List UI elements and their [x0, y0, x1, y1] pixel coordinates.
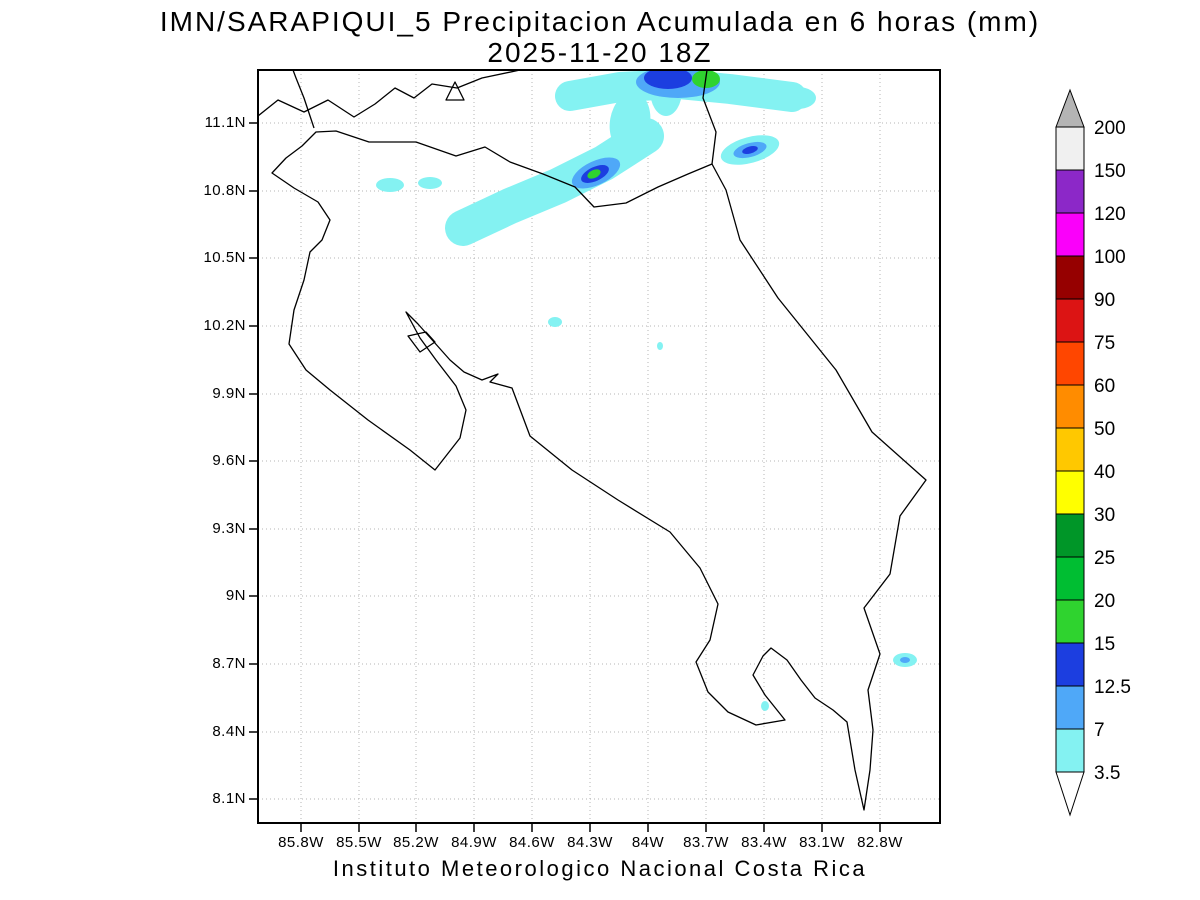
colorbar-band [1055, 298, 1085, 343]
colorbar-band [1055, 642, 1085, 687]
axis-ticks [249, 122, 881, 832]
map-plot [249, 69, 941, 832]
lat-label: 8.7N [212, 655, 246, 672]
colorbar-band [1055, 556, 1085, 601]
colorbar-band [1055, 341, 1085, 386]
lon-label: 83.1W [799, 834, 845, 851]
lat-label: 8.4N [212, 723, 246, 740]
colorbar-level-label: 200 [1094, 118, 1126, 139]
colorbar-level-label: 25 [1094, 548, 1115, 569]
precip-lobe-c [780, 87, 816, 109]
colorbar-level-label: 60 [1094, 376, 1115, 397]
lake-island [445, 81, 465, 101]
precip-spot-west-1 [376, 178, 404, 192]
colorbar-level-label: 15 [1094, 634, 1115, 655]
colorbar-legend: 200 150 120 100 90 75 60 50 40 30 25 20 15 12.5 7 3.5 [1055, 88, 1131, 817]
lon-label: 83.4W [741, 834, 787, 851]
colorbar-band [1055, 126, 1085, 171]
colorbar-level-label: 150 [1094, 161, 1126, 182]
colorbar-level-label: 12.5 [1094, 677, 1131, 698]
lat-label: 10.8N [203, 182, 246, 199]
colorbar-level-label: 120 [1094, 204, 1126, 225]
lat-label: 10.2N [203, 317, 246, 334]
nicaragua-caribbean-coast [702, 70, 717, 165]
lat-label: 9.3N [212, 520, 246, 537]
colorbar-level-label: 75 [1094, 333, 1115, 354]
graticule [258, 70, 940, 823]
precip-spot-central-2 [657, 342, 663, 350]
colorbar-level-label: 90 [1094, 290, 1115, 311]
colorbar-band [1055, 427, 1085, 472]
footer-attribution: Instituto Meteorologico Nacional Costa R… [332, 856, 868, 881]
coastline-layer [258, 70, 927, 811]
precipitation-layer [376, 70, 917, 711]
colorbar-top-arrow [1055, 88, 1085, 128]
colorbar-level-label: 7 [1094, 720, 1105, 741]
lon-label: 84.9W [451, 834, 497, 851]
lat-label: 8.1N [212, 790, 246, 807]
colorbar-level-label: 40 [1094, 462, 1115, 483]
colorbar-bottom-arrow [1055, 771, 1085, 817]
lon-label: 82.8W [857, 834, 903, 851]
precip-spot-west-2 [418, 177, 442, 189]
precip-band-northwest-diagonal [445, 118, 664, 246]
nicaragua-pacific-coast [292, 70, 315, 129]
costa-rica-outline [271, 130, 927, 811]
colorbar-band [1055, 384, 1085, 429]
page-subtitle-datetime: 2025-11-20 18Z [487, 37, 713, 68]
lake-nicaragua-shore [258, 70, 521, 118]
colorbar-level-label: 50 [1094, 419, 1115, 440]
colorbar-band [1055, 599, 1085, 644]
lat-label: 9.9N [212, 385, 246, 402]
lat-label: 9N [225, 587, 246, 604]
colorbar-level-label: 30 [1094, 505, 1115, 526]
colorbar-band [1055, 728, 1085, 773]
lon-label: 83.7W [683, 834, 729, 851]
precip-core-north-darkblue [644, 70, 692, 89]
colorbar-level-label: 100 [1094, 247, 1126, 268]
lon-label: 85.8W [278, 834, 324, 851]
page-title: IMN/SARAPIQUI_5 Precipitacion Acumulada … [159, 6, 1041, 37]
colorbar-level-label: 20 [1094, 591, 1115, 612]
precip-lobe-a [609, 92, 651, 152]
colorbar-band [1055, 255, 1085, 300]
colorbar-band [1055, 685, 1085, 730]
lat-label: 10.5N [203, 249, 246, 266]
lon-label: 85.2W [393, 834, 439, 851]
precip-spot-south [761, 701, 769, 711]
map-frame-border [257, 69, 941, 824]
lon-label: 84.6W [509, 834, 555, 851]
colorbar-level-label: 3.5 [1094, 763, 1120, 784]
colorbar-band [1055, 169, 1085, 214]
gulf-of-nicoya-island [407, 331, 436, 353]
colorbar-band [1055, 470, 1085, 515]
precip-spot-central-1 [548, 317, 562, 327]
lon-label: 84W [631, 834, 665, 851]
lon-label: 85.5W [336, 834, 382, 851]
colorbar-band [1055, 513, 1085, 558]
lat-label: 9.6N [212, 452, 246, 469]
precip-core-main-green [587, 169, 601, 179]
colorbar-band [1055, 212, 1085, 257]
precip-cell-northeast-darkblue [742, 146, 758, 154]
precip-spot-southeast-blue [900, 657, 910, 663]
lon-label: 84.3W [567, 834, 613, 851]
lat-label: 11.1N [204, 114, 246, 131]
